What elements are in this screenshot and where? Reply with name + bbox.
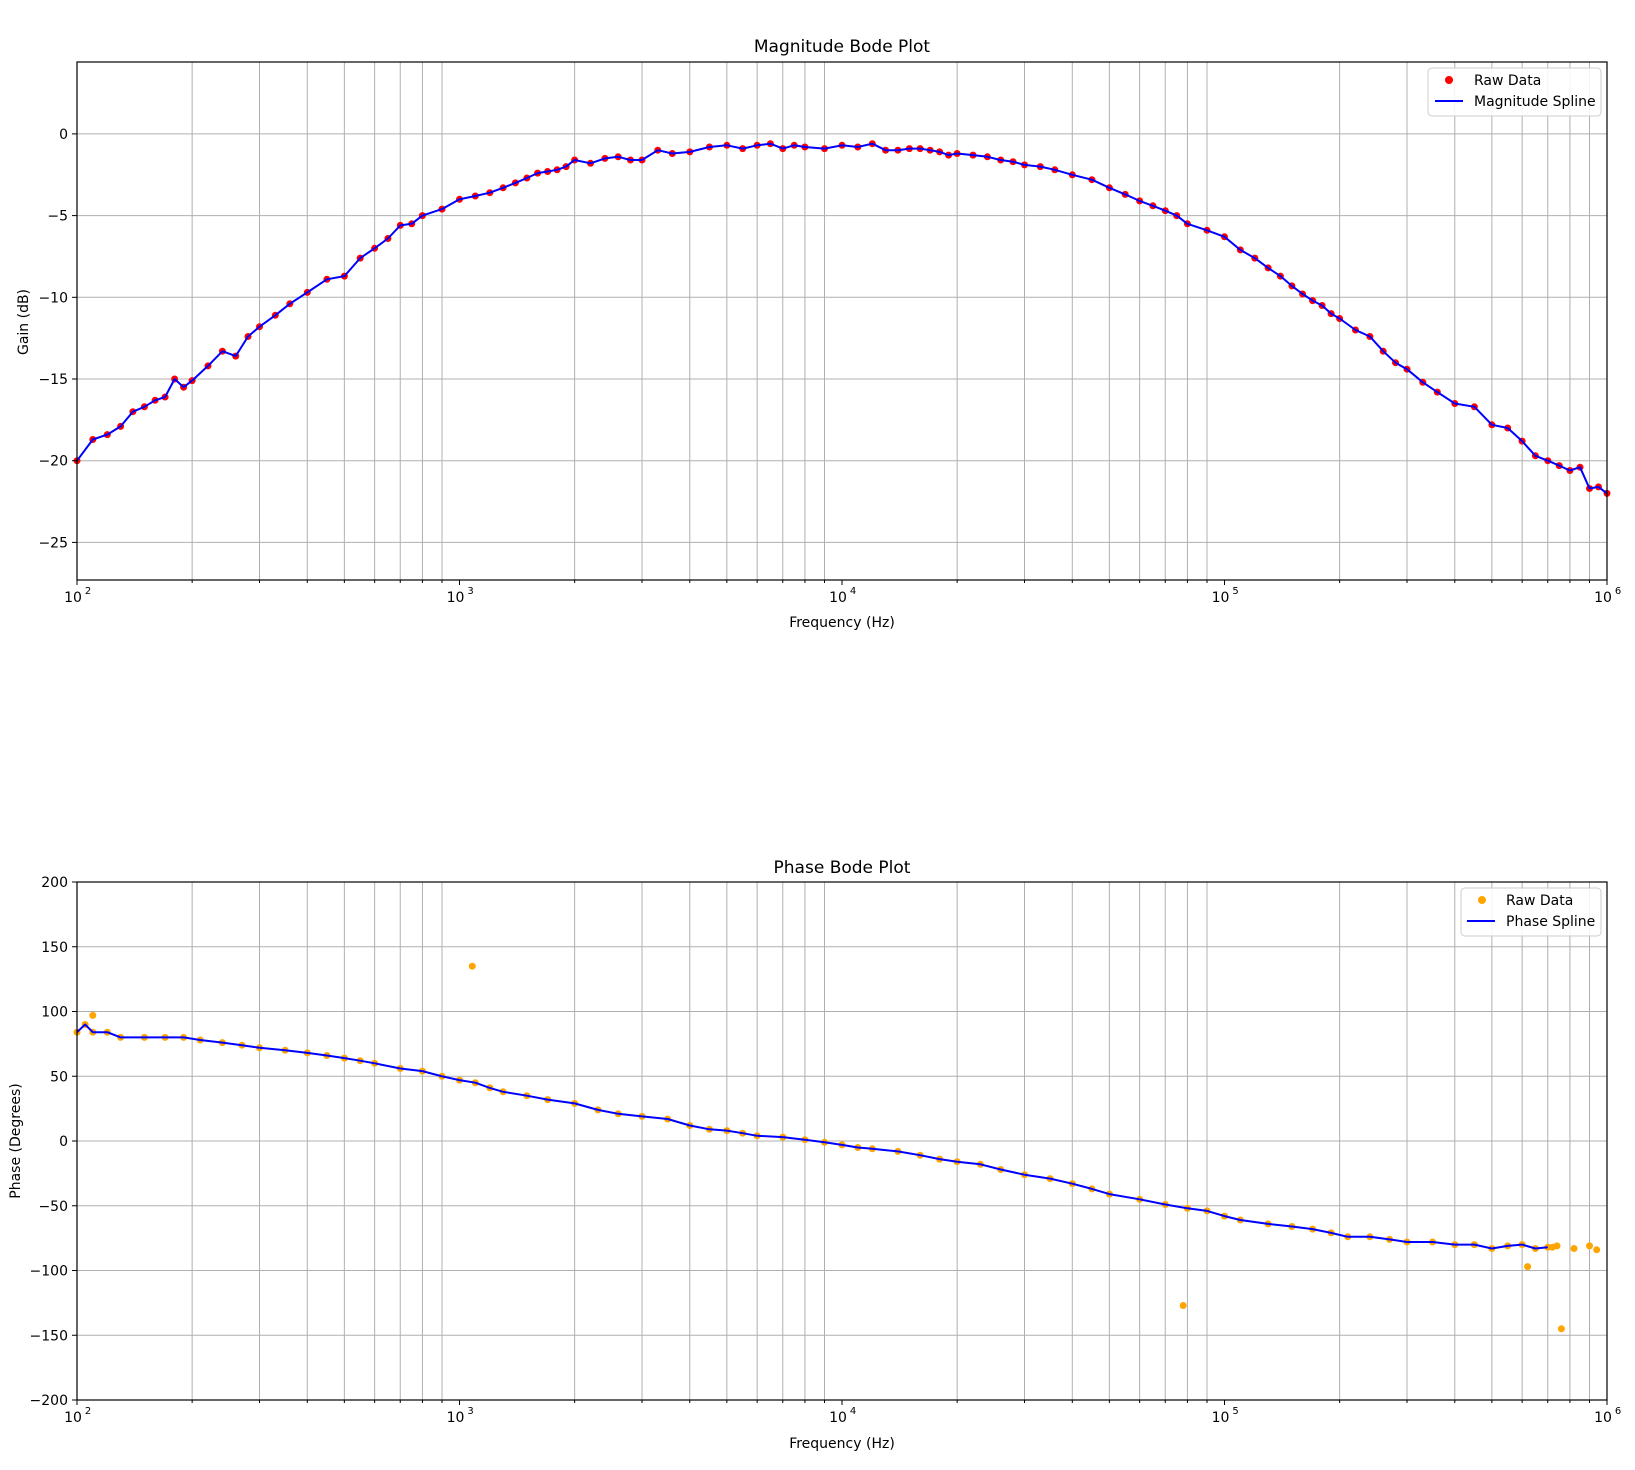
magnitude-spline-series <box>76 142 1608 495</box>
raw-data-point <box>1570 1245 1578 1252</box>
legend-marker-raw-data <box>1445 76 1453 84</box>
y-tick-label: 200 <box>41 875 68 891</box>
y-tick-label: 150 <box>41 940 68 956</box>
x-tick-label: 10 <box>447 1410 465 1426</box>
y-tick-label: −150 <box>30 1328 68 1344</box>
raw-data-point <box>1557 1325 1565 1333</box>
y-axis-ticks: 0 −5 −10 −15 −20 −25 <box>38 127 77 551</box>
spline-line <box>76 1023 1548 1250</box>
x-tick-exponent: 6 <box>1615 586 1621 597</box>
x-tick-label: 10 <box>64 1410 82 1426</box>
legend-marker-raw-data <box>1478 896 1486 904</box>
y-tick-label: −200 <box>30 1393 68 1409</box>
x-tick-label: 10 <box>64 590 82 606</box>
x-tick-exponent: 6 <box>1615 1406 1621 1417</box>
y-tick-label: −25 <box>38 535 68 551</box>
raw-data-series <box>73 140 1611 497</box>
grid-lines <box>77 881 1607 1401</box>
raw-data-point <box>1553 1242 1561 1250</box>
x-tick-label: 10 <box>829 590 847 606</box>
raw-data-point <box>468 962 476 970</box>
plot-frame <box>76 61 1608 581</box>
x-axis-ticks: 10 2 10 3 10 4 10 5 10 6 <box>64 580 1621 606</box>
legend-box <box>1427 67 1602 117</box>
raw-data-point <box>1179 1302 1187 1309</box>
legend-label-spline: Magnitude Spline <box>1474 94 1596 110</box>
x-tick-exponent: 3 <box>467 586 473 597</box>
raw-data-point <box>1524 1263 1532 1271</box>
y-tick-label: −20 <box>38 454 68 470</box>
y-axis-label: Phase (Degrees) <box>8 1083 24 1198</box>
phase-chart: Phase Bode Plot 200 150 100 50 0 −50 −100 −150 −… <box>8 858 1621 1452</box>
spline-line <box>76 142 1608 495</box>
x-tick-label: 10 <box>1212 590 1230 606</box>
raw-data-point <box>1586 1242 1593 1250</box>
y-tick-label: −50 <box>38 1199 68 1215</box>
y-tick-label: 0 <box>59 1134 68 1150</box>
y-tick-label: 50 <box>50 1069 68 1085</box>
x-tick-exponent: 2 <box>85 1406 91 1417</box>
x-tick-exponent: 2 <box>85 586 91 597</box>
y-tick-label: −10 <box>38 290 68 306</box>
legend-label-raw-data: Raw Data <box>1506 893 1573 909</box>
x-tick-label: 10 <box>1212 1410 1230 1426</box>
chart-title: Phase Bode Plot <box>774 858 911 878</box>
x-tick-label: 10 <box>447 590 465 606</box>
x-tick-label: 10 <box>1594 590 1612 606</box>
magnitude-chart: Magnitude Bode Plot 0−5−10−15−20−25 10 2 1… <box>16 37 1621 631</box>
x-tick-exponent: 5 <box>1232 1406 1238 1417</box>
x-axis-label: Frequency (Hz) <box>789 615 895 631</box>
y-tick-label: −15 <box>38 372 68 388</box>
x-axis-ticks: 10 2 10 3 10 4 10 5 10 6 <box>64 1400 1621 1426</box>
legend-box <box>1460 887 1602 937</box>
x-tick-exponent: 5 <box>1232 586 1238 597</box>
raw-data-point <box>89 1011 97 1019</box>
phase-spline-series <box>76 1023 1548 1250</box>
grid-lines <box>77 62 1607 580</box>
x-tick-label: 10 <box>1594 1410 1612 1426</box>
raw-data-series <box>73 962 1601 1333</box>
legend-label-raw-data: Raw Data <box>1474 73 1541 89</box>
x-tick-exponent: 4 <box>850 586 856 597</box>
y-axis-ticks: 200 150 100 50 0 −50 −100 −150 −200 <box>30 875 77 1409</box>
legend: Raw Data Phase Spline <box>1460 887 1602 937</box>
x-tick-exponent: 3 <box>467 1406 473 1417</box>
x-tick-label: 10 <box>829 1410 847 1426</box>
x-axis-label: Frequency (Hz) <box>789 1436 895 1452</box>
legend-label-spline: Phase Spline <box>1506 914 1595 930</box>
y-tick-label: 0 <box>59 127 68 143</box>
raw-data-point <box>1593 1246 1601 1254</box>
x-tick-exponent: 4 <box>850 1406 856 1417</box>
y-tick-label: −5 <box>47 209 68 225</box>
y-tick-label: −100 <box>30 1264 68 1280</box>
y-axis-label: Gain (dB) <box>16 289 32 355</box>
y-tick-label: 100 <box>41 1005 68 1021</box>
legend: Raw Data Magnitude Spline <box>1427 67 1602 117</box>
chart-title: Magnitude Bode Plot <box>754 37 931 57</box>
